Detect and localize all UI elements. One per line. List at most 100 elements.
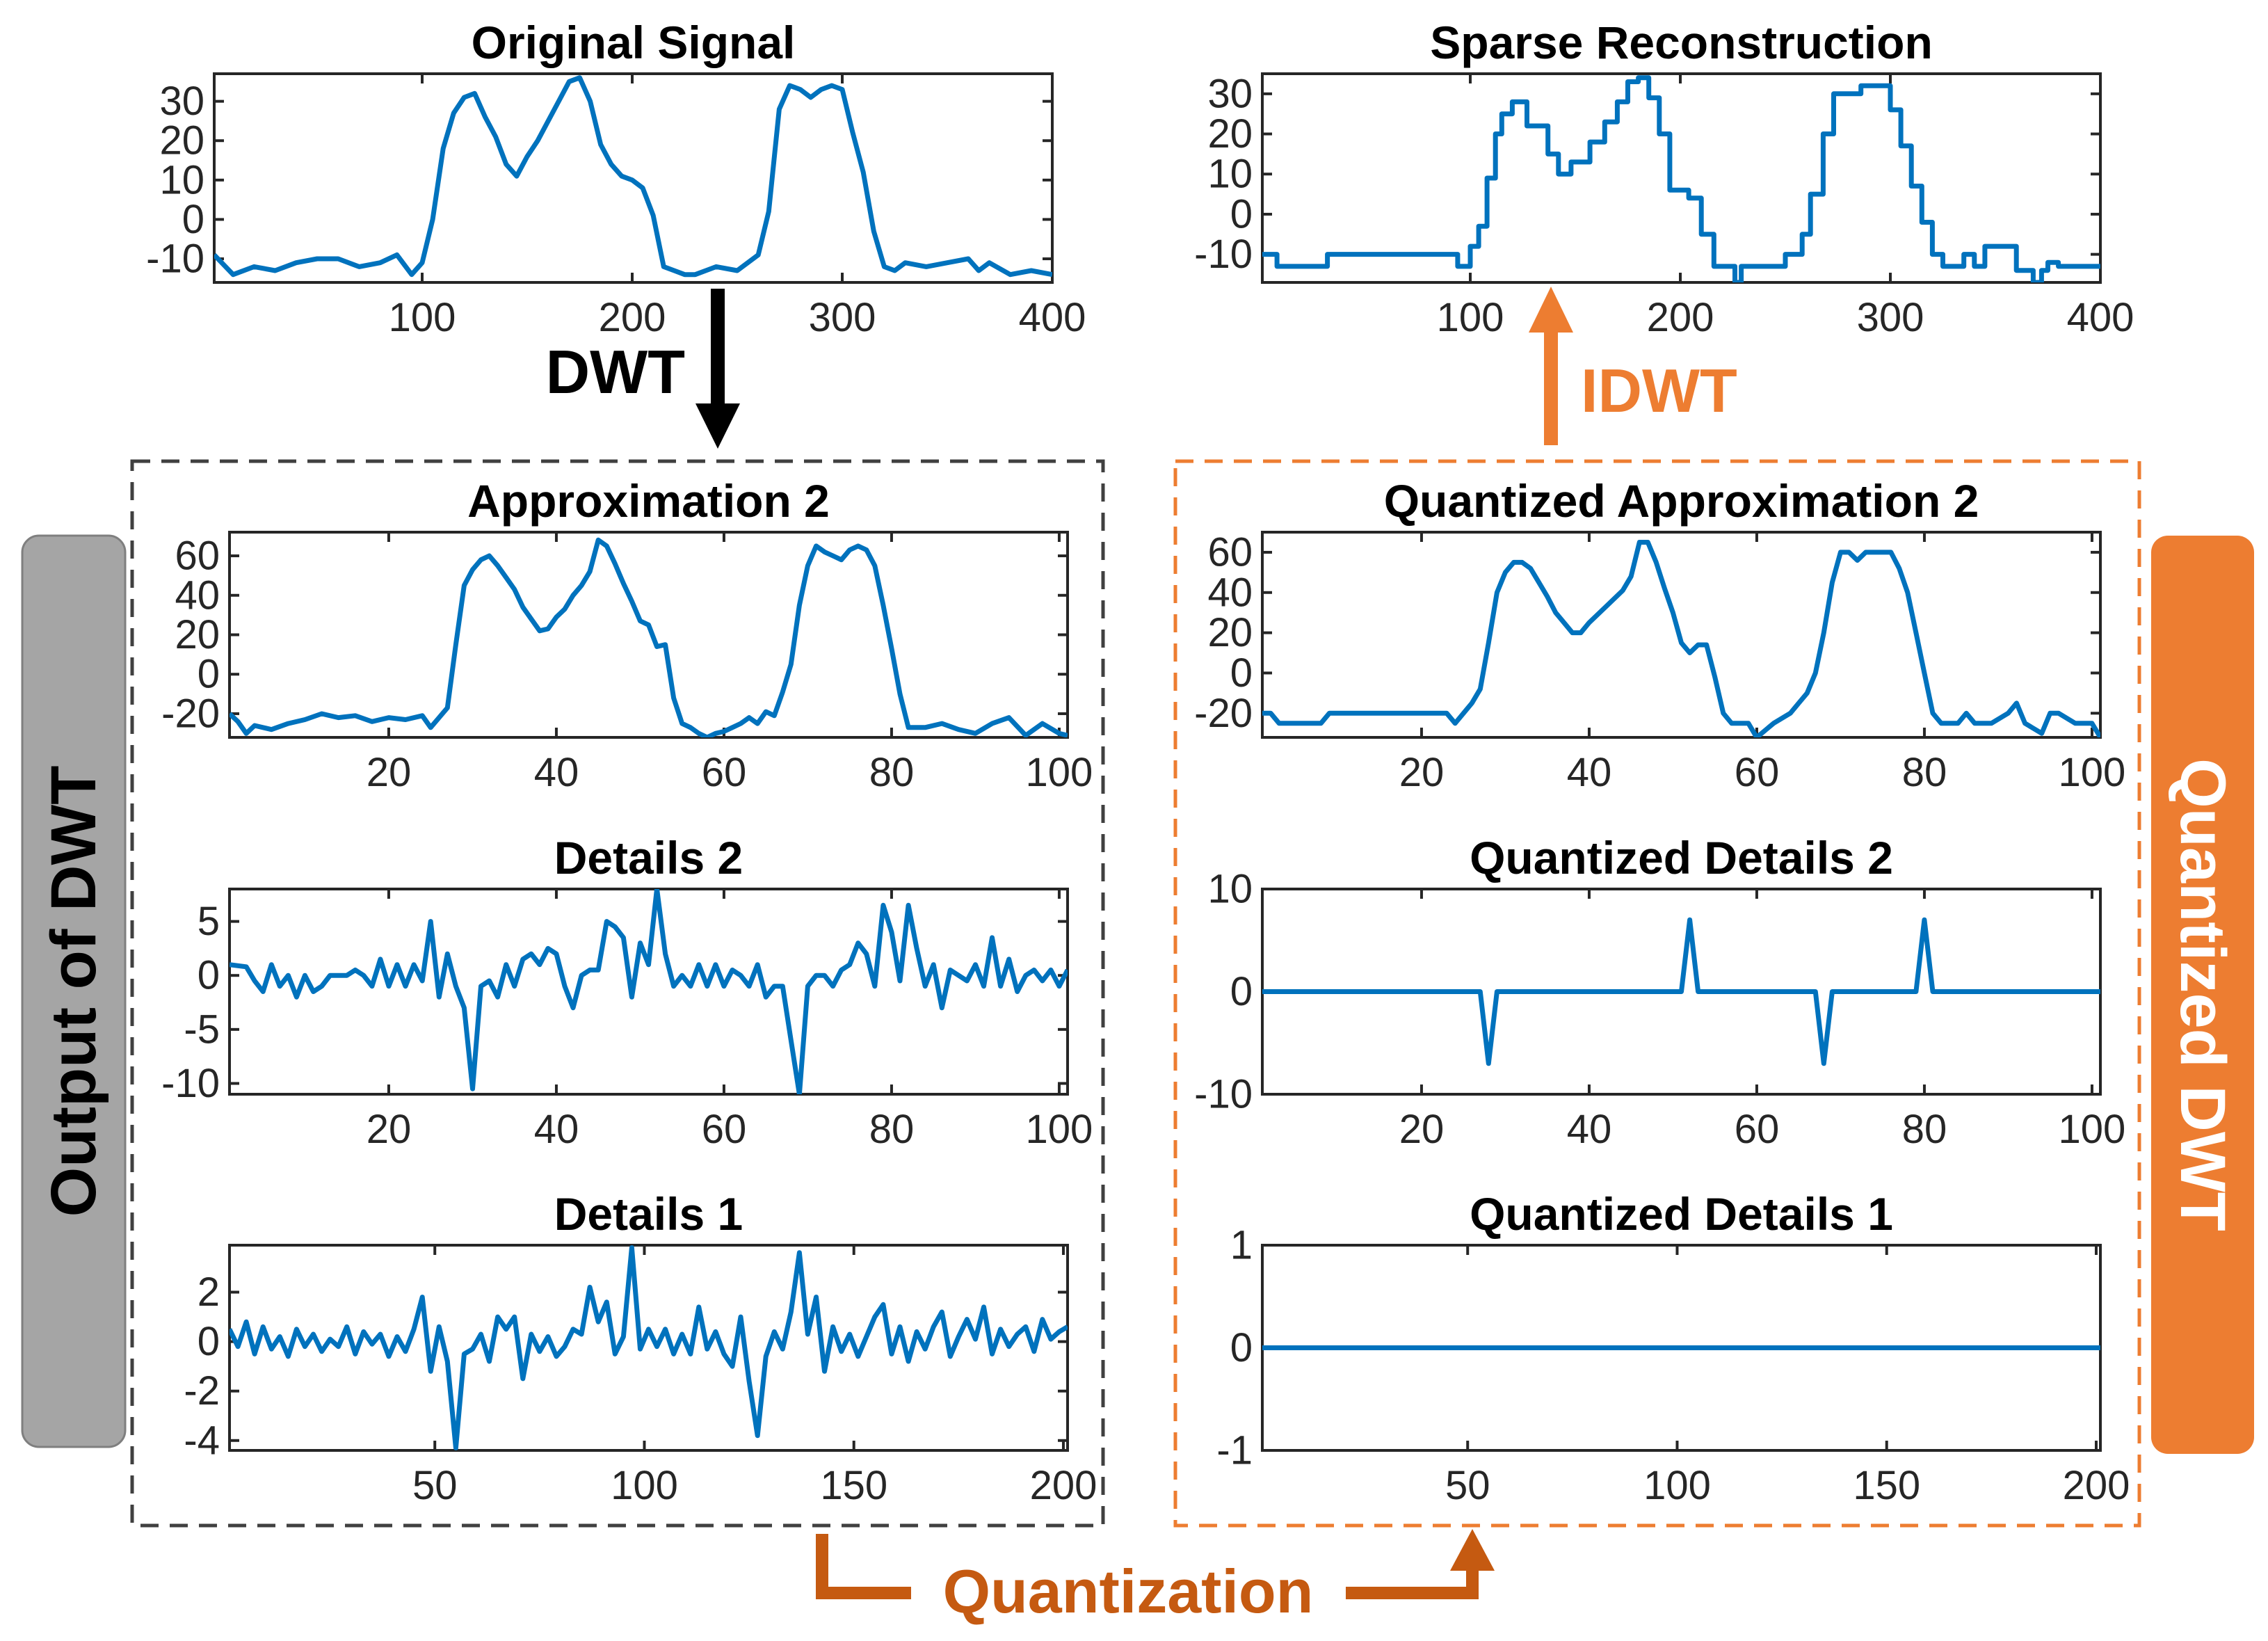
details_1-ytick-label: 0 <box>198 1319 220 1364</box>
quantized_approximation_2-xtick-label: 80 <box>1902 750 1947 795</box>
details_2-ytick-label: -10 <box>161 1061 220 1106</box>
idwt-arrow: IDWT <box>1529 287 1737 445</box>
quantized_details_2-xtick-label: 40 <box>1567 1107 1612 1152</box>
approximation_2-ytick-label: 60 <box>175 534 220 579</box>
sparse_reconstruction-ytick-label: -10 <box>1194 232 1253 277</box>
quantized_approximation_2-series-line <box>1262 540 2100 737</box>
original_signal-xtick-label: 200 <box>599 295 666 340</box>
original_signal-ytick-label: -10 <box>146 237 204 282</box>
quantized_details_1-ytick-label: -1 <box>1216 1428 1253 1473</box>
approximation_2-xtick-label: 60 <box>702 750 747 795</box>
quantized-dwt-dashed-box <box>1173 459 2141 1528</box>
details_2-title: Details 2 <box>554 832 743 883</box>
quantized_details_2-ytick-label: 10 <box>1207 867 1253 912</box>
original_signal-ytick-label: 30 <box>159 79 204 124</box>
quantized_approximation_2-ytick-label: 0 <box>1230 650 1253 696</box>
sparse_reconstruction-xtick-label: 100 <box>1437 295 1504 340</box>
details_2-ytick-label: 5 <box>198 899 220 944</box>
quantized_details_2-ytick-label: 0 <box>1230 969 1253 1014</box>
original_signal-xtick-label: 100 <box>389 295 456 340</box>
approximation_2-ytick-label: 0 <box>198 652 220 697</box>
original_signal-ytick-label: 0 <box>182 197 204 242</box>
quantized_details_2-xtick-label: 100 <box>2059 1107 2126 1152</box>
quantized_details_2-title: Quantized Details 2 <box>1470 832 1893 883</box>
quantized_details_1-xtick-label: 50 <box>1445 1463 1490 1508</box>
details_2-ytick-label: -5 <box>184 1007 220 1052</box>
quantized_approximation_2-ytick-label: 20 <box>1207 610 1253 655</box>
dwt-output-dashed-box <box>130 459 1105 1528</box>
quantized_details_2-chart: Quantized Details 2 -10 0 10 20 40 60 80 100 <box>1194 832 2125 1152</box>
details_2-axes-box <box>228 888 1069 1096</box>
output-of-dwt-label-group: Output of DWT <box>21 534 127 1448</box>
details_1-xtick-label: 100 <box>611 1463 678 1508</box>
sparse_reconstruction-xtick-label: 200 <box>1647 295 1714 340</box>
quantized-dwt-label-group: Quantized DWT <box>2151 536 2254 1454</box>
dwt-label: DWT <box>546 337 685 406</box>
details_1-title: Details 1 <box>554 1188 743 1240</box>
quantized_details_1-title: Quantized Details 1 <box>1470 1188 1893 1240</box>
approximation_2-series-line <box>230 537 1068 737</box>
details_2-xtick-label: 40 <box>534 1107 579 1152</box>
quantization-arrow: Quantization <box>816 1529 1495 1626</box>
quantized_details_1-xtick-label: 200 <box>2063 1463 2130 1508</box>
sparse_reconstruction-ytick-label: 0 <box>1230 191 1253 237</box>
sparse_reconstruction-xtick-label: 300 <box>1857 295 1924 340</box>
quantization-label: Quantization <box>943 1557 1314 1626</box>
approximation_2-xtick-label: 100 <box>1026 750 1093 795</box>
quantized_details_1-ytick-label: 0 <box>1230 1325 1253 1370</box>
details_2-xtick-label: 80 <box>869 1107 915 1152</box>
approximation_2-ytick-label: 20 <box>175 612 220 657</box>
approximation_2-xtick-label: 40 <box>534 750 579 795</box>
output-of-dwt-box <box>21 534 127 1448</box>
sparse_reconstruction-ytick-label: 10 <box>1207 152 1253 197</box>
original_signal-xtick-label: 400 <box>1019 295 1086 340</box>
original_signal-xtick-label: 300 <box>809 295 876 340</box>
details_2-series-line <box>230 889 1068 1094</box>
original_signal-ytick-label: 10 <box>159 157 204 202</box>
approximation_2-axes-box <box>228 531 1069 739</box>
idwt-label: IDWT <box>1581 356 1737 425</box>
details_2-chart: Details 2 -10 -5 0 5 20 40 60 80 100 <box>161 832 1093 1152</box>
details_2-xtick-label: 100 <box>1026 1107 1093 1152</box>
details_2-ytick-label: 0 <box>198 953 220 998</box>
sparse_reconstruction-ytick-label: 20 <box>1207 111 1253 157</box>
details_2-xtick-label: 60 <box>702 1107 747 1152</box>
details_1-xtick-label: 50 <box>412 1463 458 1508</box>
idwt-arrow-head <box>1529 287 1573 333</box>
quantized-dwt-label: Quantized DWT <box>2167 758 2238 1231</box>
quantized_approximation_2-ytick-label: 60 <box>1207 529 1253 575</box>
quantized_approximation_2-xtick-label: 60 <box>1735 750 1780 795</box>
details_2-xtick-label: 20 <box>367 1107 412 1152</box>
quantized_approximation_2-xtick-label: 100 <box>2059 750 2126 795</box>
quantization-arrow-path-left <box>816 1534 911 1599</box>
dwt-arrow-head <box>695 403 740 449</box>
quantized_details_1-xtick-label: 100 <box>1643 1463 1711 1508</box>
sparse_reconstruction-series-line <box>1262 75 2100 282</box>
sparse_reconstruction-title: Sparse Reconstruction <box>1430 17 1933 68</box>
details_1-xtick-label: 200 <box>1030 1463 1097 1508</box>
quantized_details_2-ytick-label: -10 <box>1194 1072 1253 1117</box>
quantized_details_2-xtick-label: 80 <box>1902 1107 1947 1152</box>
details_1-ytick-label: 2 <box>198 1270 220 1315</box>
quantized_details_2-xtick-label: 60 <box>1735 1107 1780 1152</box>
approximation_2-xtick-label: 20 <box>367 750 412 795</box>
quantized_approximation_2-ytick-label: 40 <box>1207 570 1253 615</box>
approximation_2-xtick-label: 80 <box>869 750 915 795</box>
sparse_reconstruction-ytick-label: 30 <box>1207 71 1253 116</box>
original_signal-series-line <box>214 75 1052 278</box>
quantized_approximation_2-ytick-label: -20 <box>1194 691 1253 736</box>
details_1-ytick-label: -2 <box>184 1368 220 1414</box>
original_signal-title: Original Signal <box>472 17 796 68</box>
quantized-dwt-box <box>2151 536 2254 1454</box>
approximation_2-ytick-label: -20 <box>161 691 220 736</box>
quantization-arrow-path-right <box>1346 1569 1479 1599</box>
quantized_details_1-ytick-label: 1 <box>1230 1223 1253 1268</box>
details_1-ytick-label: -4 <box>184 1418 220 1463</box>
original_signal-ytick-label: 20 <box>159 118 204 163</box>
